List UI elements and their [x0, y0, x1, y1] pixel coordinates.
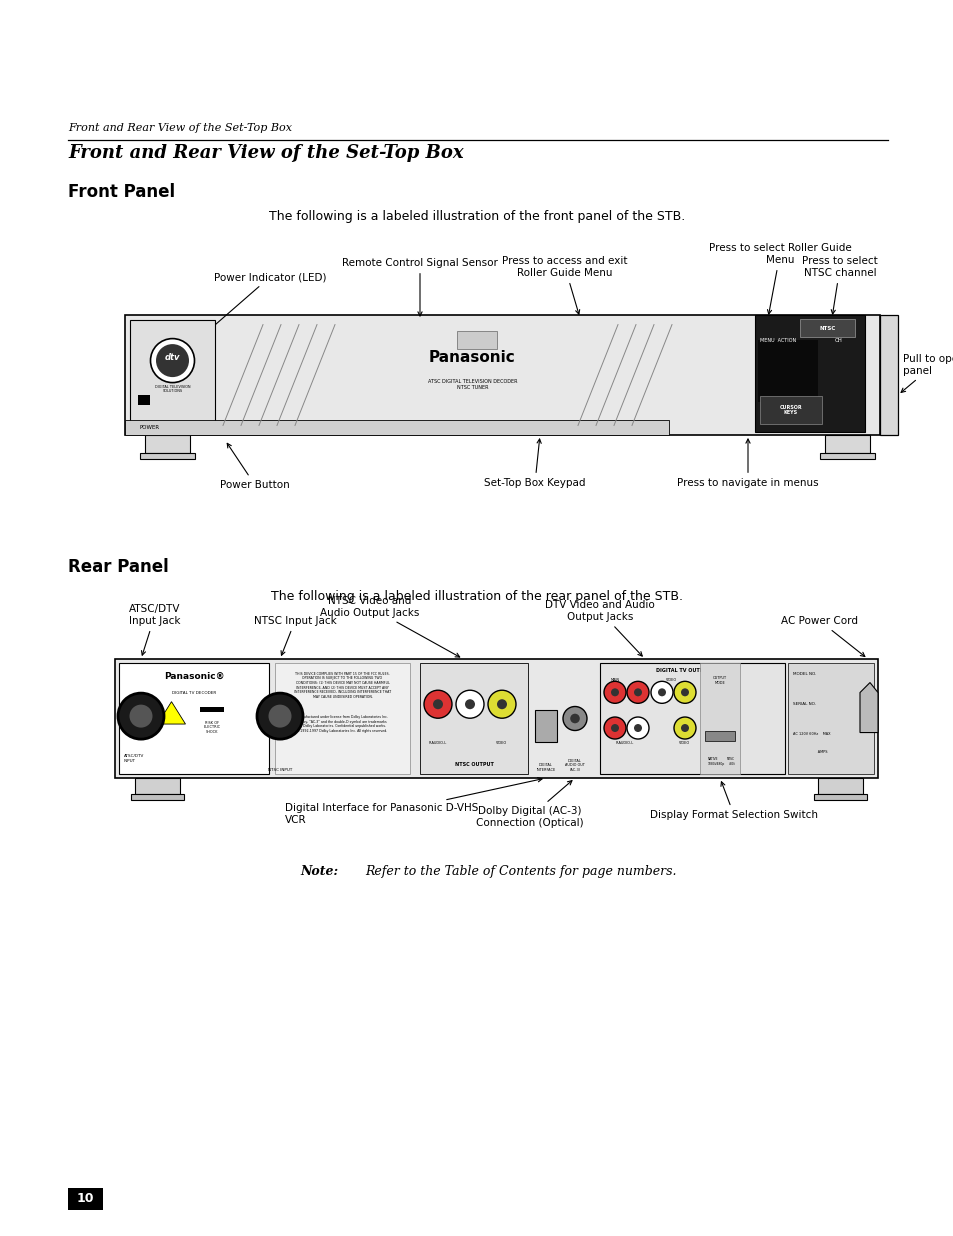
Circle shape	[626, 681, 648, 703]
Text: Pull to open
panel: Pull to open panel	[901, 355, 953, 392]
Text: Press to select Roller Guide
Menu: Press to select Roller Guide Menu	[708, 243, 850, 314]
Text: Set-Top Box Keypad: Set-Top Box Keypad	[484, 439, 585, 488]
Text: Power Button: Power Button	[220, 444, 290, 489]
Text: NTSC Video and
Audio Output Jacks: NTSC Video and Audio Output Jacks	[320, 597, 459, 658]
Text: OUTPUT
MODE: OUTPUT MODE	[712, 676, 726, 685]
Circle shape	[673, 681, 696, 703]
Text: AMPS: AMPS	[792, 749, 826, 754]
Text: R-AUDIO-L: R-AUDIO-L	[429, 740, 447, 745]
Circle shape	[610, 688, 618, 696]
Text: Press to navigate in menus: Press to navigate in menus	[677, 439, 818, 488]
Polygon shape	[859, 682, 877, 733]
Text: Press to access and exit
Roller Guide Menu: Press to access and exit Roller Guide Me…	[501, 256, 627, 314]
Circle shape	[658, 688, 665, 696]
Bar	[824, 435, 869, 454]
Bar	[704, 732, 734, 742]
Circle shape	[680, 688, 688, 696]
Text: Rear Panel: Rear Panel	[68, 557, 169, 576]
Text: SERIAL NO.: SERIAL NO.	[792, 702, 815, 706]
Text: ATSC DIGITAL TELEVISION DECODER
NTSC TUNER: ATSC DIGITAL TELEVISION DECODER NTSC TUN…	[427, 379, 517, 391]
Circle shape	[456, 690, 483, 718]
Text: WARNING: WARNING	[200, 708, 223, 712]
Bar	[140, 454, 194, 459]
Text: Power Indicator (LED): Power Indicator (LED)	[203, 272, 326, 335]
Circle shape	[118, 693, 164, 739]
Circle shape	[497, 700, 506, 709]
Bar	[456, 330, 497, 349]
Text: NTSC INPUT: NTSC INPUT	[268, 768, 292, 772]
Text: ATSC/DTV
Input Jack: ATSC/DTV Input Jack	[129, 604, 180, 655]
Bar	[138, 396, 150, 405]
Bar	[68, 1188, 103, 1210]
Text: Panasonic®: Panasonic®	[164, 672, 224, 681]
Text: dtv: dtv	[165, 353, 180, 362]
Bar	[115, 659, 877, 777]
Text: DIGITAL
INTERFACE: DIGITAL INTERFACE	[536, 764, 555, 772]
Text: VIDEO: VIDEO	[679, 740, 690, 745]
Bar	[787, 662, 873, 774]
Circle shape	[151, 339, 194, 383]
Bar	[760, 396, 821, 424]
Circle shape	[130, 705, 152, 728]
Circle shape	[626, 717, 648, 739]
Circle shape	[610, 724, 618, 732]
Circle shape	[634, 688, 641, 696]
Text: THIS DEVICE COMPLIES WITH PART 15 OF THE FCC RULES.
OPERATION IS SUBJECT TO THE : THIS DEVICE COMPLIES WITH PART 15 OF THE…	[294, 672, 391, 698]
Text: CH: CH	[834, 339, 842, 344]
Circle shape	[423, 690, 452, 718]
Text: Manufactured under license from Dolby Laboratories Inc.
Dolby, "AC-3" and the do: Manufactured under license from Dolby La…	[296, 716, 388, 733]
Bar	[879, 315, 897, 435]
Text: Refer to the Table of Contents for page numbers.: Refer to the Table of Contents for page …	[365, 865, 676, 878]
Bar	[800, 319, 854, 337]
Text: MODEL NO.: MODEL NO.	[792, 672, 816, 676]
Circle shape	[603, 681, 625, 703]
Bar	[700, 662, 740, 774]
Text: 10: 10	[76, 1193, 94, 1205]
Bar	[135, 777, 180, 794]
Text: NATIVE
1080i/480p: NATIVE 1080i/480p	[707, 758, 724, 766]
Text: AC 120V 60Hz    MAX: AC 120V 60Hz MAX	[792, 732, 830, 735]
Bar	[131, 794, 184, 800]
Text: Dolby Digital (AC-3)
Connection (Optical): Dolby Digital (AC-3) Connection (Optical…	[476, 781, 583, 828]
Text: DIGITAL TELEVISION
SOLUTIONS: DIGITAL TELEVISION SOLUTIONS	[154, 384, 190, 393]
Text: CURSOR
KEYS: CURSOR KEYS	[779, 404, 801, 415]
Text: AC Power Cord: AC Power Cord	[781, 616, 864, 656]
Text: VIDEO: VIDEO	[496, 740, 507, 745]
Polygon shape	[157, 702, 185, 724]
Text: Panasonic: Panasonic	[429, 350, 516, 365]
Bar	[535, 711, 557, 743]
Text: Remote Control Signal Sensor: Remote Control Signal Sensor	[342, 258, 497, 316]
Bar	[754, 315, 864, 433]
Bar	[145, 435, 190, 454]
Text: Press to select
NTSC channel: Press to select NTSC channel	[801, 256, 877, 314]
Text: NTSC
480i: NTSC 480i	[726, 758, 734, 766]
Text: Front Panel: Front Panel	[68, 183, 175, 201]
Bar	[599, 662, 784, 774]
Text: NTSC Input Jack: NTSC Input Jack	[253, 616, 336, 655]
Circle shape	[650, 681, 672, 703]
Circle shape	[680, 724, 688, 732]
Bar	[817, 777, 862, 794]
Circle shape	[673, 717, 696, 739]
Bar	[758, 340, 817, 402]
Text: Display Format Selection Switch: Display Format Selection Switch	[649, 781, 817, 819]
Bar	[119, 662, 269, 774]
Bar	[125, 315, 879, 435]
Bar	[130, 320, 214, 430]
Circle shape	[464, 700, 475, 709]
Text: DIGITAL TV DECODER: DIGITAL TV DECODER	[172, 691, 216, 695]
Circle shape	[268, 705, 292, 728]
Circle shape	[570, 713, 579, 723]
Bar	[813, 794, 866, 800]
Circle shape	[256, 693, 303, 739]
Text: MAIN: MAIN	[610, 677, 618, 681]
Text: VIDEO: VIDEO	[666, 677, 677, 681]
Text: The following is a labeled illustration of the rear panel of the STB.: The following is a labeled illustration …	[271, 590, 682, 603]
Text: DTV Video and Audio
Output Jacks: DTV Video and Audio Output Jacks	[544, 601, 654, 656]
Text: Front and Rear View of the Set-Top Box: Front and Rear View of the Set-Top Box	[68, 124, 292, 133]
Circle shape	[433, 700, 442, 709]
Text: NTSC: NTSC	[819, 325, 835, 330]
Text: Front and Rear View of the Set-Top Box: Front and Rear View of the Set-Top Box	[68, 145, 463, 162]
Text: ATSC/DTV
INPUT: ATSC/DTV INPUT	[124, 754, 144, 763]
Circle shape	[488, 690, 516, 718]
